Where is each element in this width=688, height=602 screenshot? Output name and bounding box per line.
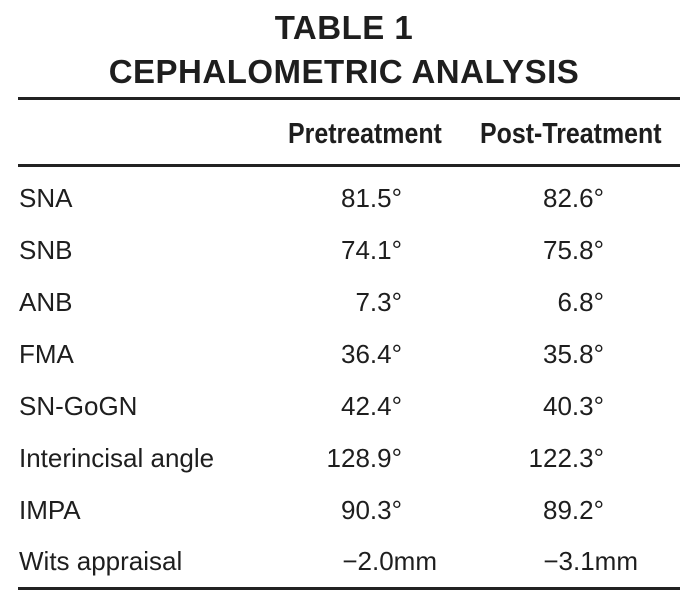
pretreatment-value: −2.0mm — [342, 546, 437, 576]
post-treatment-value: 82.6° — [542, 183, 604, 213]
row-label: SN-GoGN — [19, 391, 138, 421]
table-row: FMA 36.4° 35.8° — [0, 334, 688, 374]
column-header-pretreatment: Pretreatment — [288, 118, 442, 150]
post-treatment-value: −3.1mm — [543, 546, 638, 576]
row-label: ANB — [19, 287, 73, 317]
table-row: ANB 7.3° 6.8° — [0, 282, 688, 322]
row-label: Wits appraisal — [19, 546, 183, 576]
header-rule — [18, 164, 680, 167]
table-row: SNA 81.5° 82.6° — [0, 178, 688, 218]
row-label: Interincisal angle — [19, 443, 215, 473]
top-rule — [18, 97, 680, 100]
table-row: IMPA 90.3° 89.2° — [0, 490, 688, 530]
post-treatment-value: 89.2° — [542, 495, 604, 525]
table-row: SNB 74.1° 75.8° — [0, 230, 688, 270]
pretreatment-value: 7.3° — [355, 287, 402, 317]
column-header-post-treatment: Post-Treatment — [480, 118, 662, 150]
table-title: CEPHALOMETRIC ANALYSIS — [108, 53, 580, 90]
post-treatment-value: 6.8° — [557, 287, 604, 317]
post-treatment-value: 122.3° — [528, 443, 604, 473]
pretreatment-value: 81.5° — [340, 183, 402, 213]
pretreatment-value: 128.9° — [326, 443, 402, 473]
table-number-title: TABLE 1 — [274, 9, 414, 46]
row-label: SNB — [19, 235, 73, 265]
post-treatment-value: 35.8° — [542, 339, 604, 369]
table-row: Interincisal angle 128.9° 122.3° — [0, 438, 688, 478]
bottom-rule — [18, 587, 680, 590]
post-treatment-value: 40.3° — [542, 391, 604, 421]
pretreatment-value: 42.4° — [340, 391, 402, 421]
row-label: SNA — [19, 183, 73, 213]
pretreatment-value: 74.1° — [340, 235, 402, 265]
row-label: IMPA — [19, 495, 81, 525]
table-row: Wits appraisal −2.0mm −3.1mm — [0, 541, 688, 581]
pretreatment-value: 90.3° — [340, 495, 402, 525]
pretreatment-value: 36.4° — [340, 339, 402, 369]
table-row: SN-GoGN 42.4° 40.3° — [0, 386, 688, 426]
post-treatment-value: 75.8° — [542, 235, 604, 265]
row-label: FMA — [19, 339, 74, 369]
